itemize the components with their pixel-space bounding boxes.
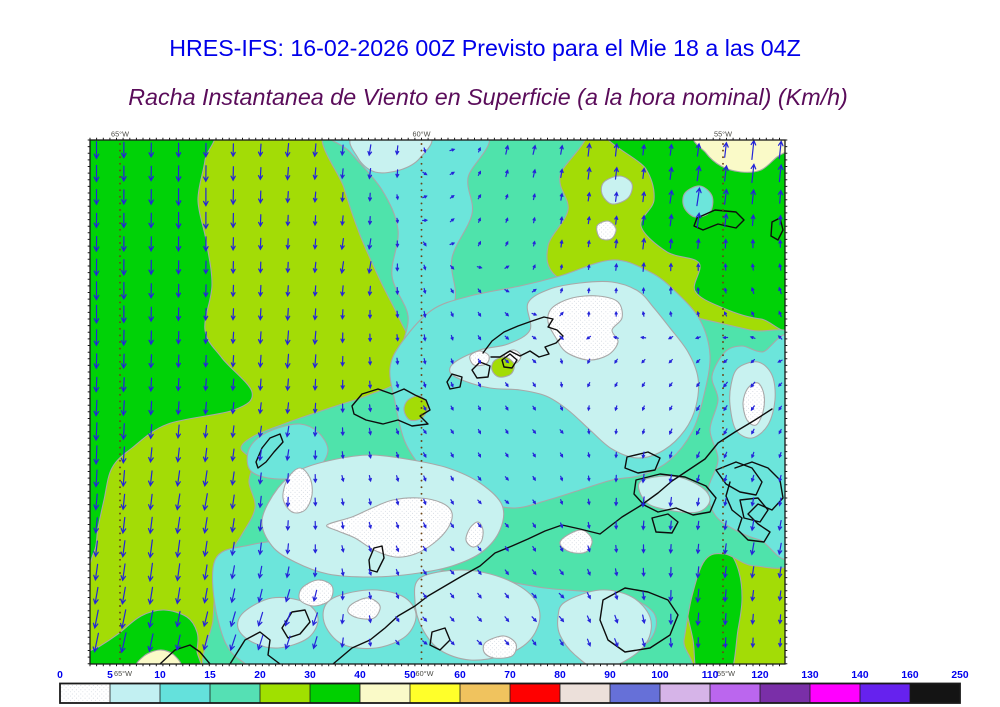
svg-text:120: 120 xyxy=(751,670,768,681)
svg-text:65°W: 65°W xyxy=(111,130,129,139)
svg-text:70: 70 xyxy=(504,670,516,681)
svg-text:130: 130 xyxy=(801,670,818,681)
svg-text:160: 160 xyxy=(901,670,918,681)
svg-text:0: 0 xyxy=(57,670,63,681)
svg-text:55°W: 55°W xyxy=(714,130,732,139)
svg-text:140: 140 xyxy=(851,670,868,681)
svg-text:10: 10 xyxy=(154,670,166,681)
svg-text:55°W: 55°W xyxy=(717,669,735,678)
svg-text:100: 100 xyxy=(651,670,668,681)
svg-text:60°W: 60°W xyxy=(416,669,434,678)
svg-text:60: 60 xyxy=(454,670,466,681)
svg-text:30: 30 xyxy=(304,670,316,681)
svg-text:60°W: 60°W xyxy=(413,130,431,139)
svg-text:40: 40 xyxy=(354,670,366,681)
svg-text:15: 15 xyxy=(204,670,216,681)
svg-text:90: 90 xyxy=(604,670,616,681)
svg-text:20: 20 xyxy=(254,670,266,681)
svg-text:110: 110 xyxy=(702,670,719,681)
svg-text:Racha Instantanea de Viento en: Racha Instantanea de Viento en Superfici… xyxy=(128,84,848,110)
svg-text:250: 250 xyxy=(951,670,968,681)
svg-text:65°W: 65°W xyxy=(114,669,132,678)
svg-text:50: 50 xyxy=(404,670,416,681)
svg-text:HRES-IFS: 16-02-2026 00Z Previ: HRES-IFS: 16-02-2026 00Z Previsto para e… xyxy=(169,35,801,61)
svg-text:80: 80 xyxy=(554,670,566,681)
svg-text:5: 5 xyxy=(107,670,113,681)
